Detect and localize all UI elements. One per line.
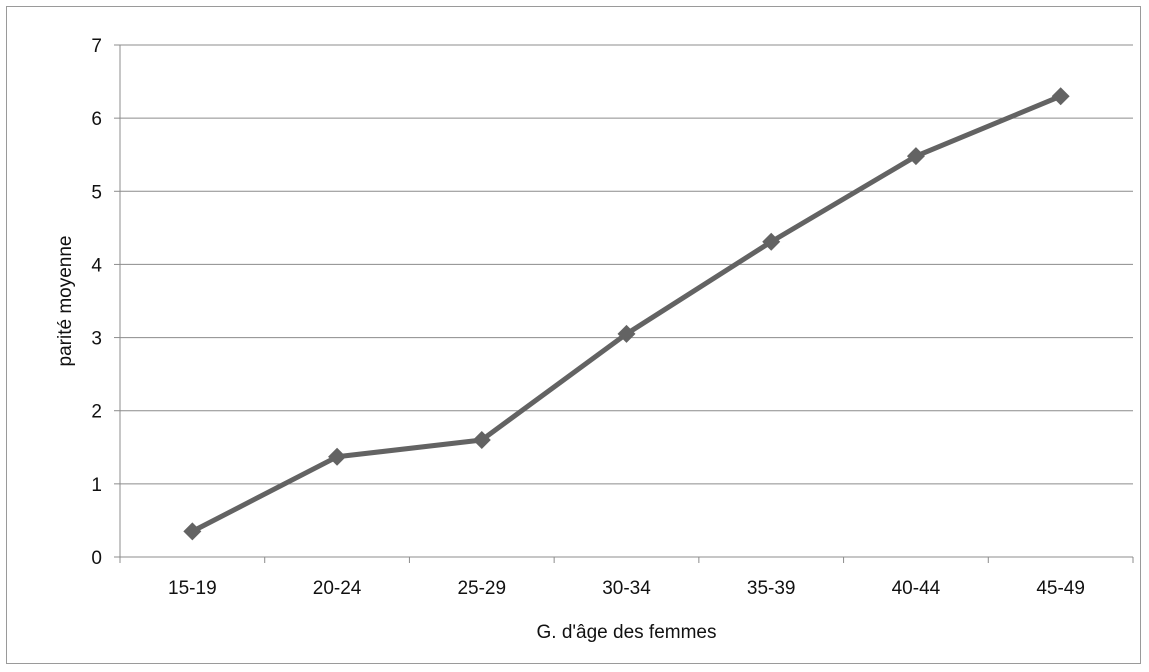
y-tick-label: 2 [91,402,102,423]
series-line [191,93,1062,534]
y-tick-labels: 0 1 2 3 4 5 6 7 [91,36,102,569]
y-tick-label: 7 [91,36,102,57]
axes [114,44,1134,563]
x-tick-label: 35-39 [747,578,796,599]
data-point [1051,87,1070,106]
x-tick-label: 25-29 [457,578,506,599]
x-tick-label: 30-34 [602,578,651,599]
data-point [183,522,202,541]
y-axis-title: parité moyenne [55,236,76,367]
chart-frame [6,6,1141,664]
data-point [328,447,347,466]
data-point [906,147,925,166]
y-tick-label: 3 [91,329,102,350]
x-tick-labels: 15-19 20-24 25-29 30-34 35-39 40-44 45-49 [168,578,1085,599]
data-point [762,232,781,251]
y-tick-label: 4 [91,255,102,276]
series-line [191,93,1062,534]
x-tick-label: 45-49 [1036,578,1085,599]
data-point [617,324,636,343]
data-markers [183,87,1070,541]
gridlines [120,44,1133,485]
data-point [472,430,491,449]
x-tick-label: 40-44 [892,578,941,599]
y-tick-label: 0 [91,548,102,569]
x-axis-title: G. d'âge des femmes [537,622,717,643]
y-tick-label: 5 [91,182,102,203]
y-tick-label: 1 [91,475,102,496]
y-tick-label: 6 [91,109,102,130]
x-tick-label: 15-19 [168,578,217,599]
x-tick-label: 20-24 [313,578,362,599]
